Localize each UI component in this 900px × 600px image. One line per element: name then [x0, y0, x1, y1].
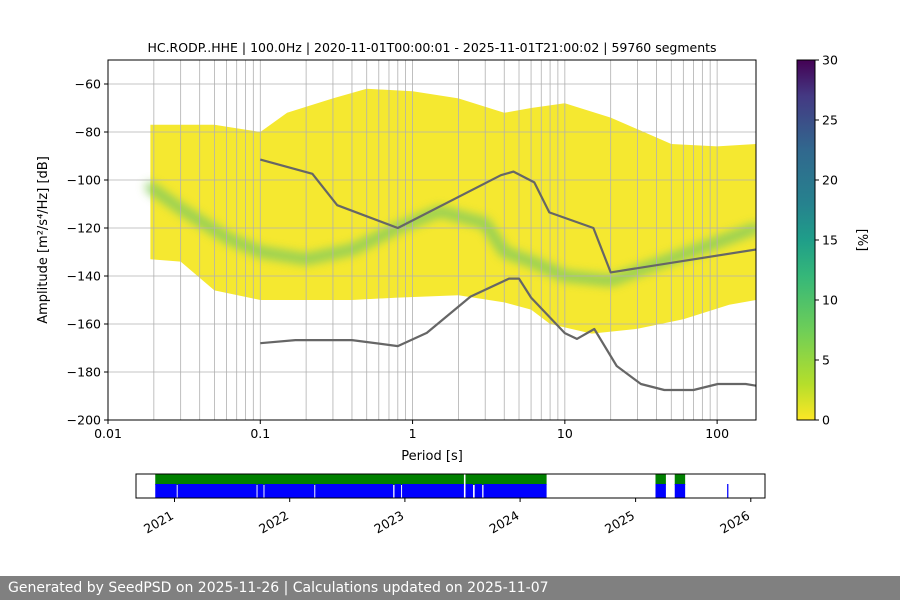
timeline-year-label: 2022: [256, 508, 291, 537]
used-segment-span: [394, 484, 402, 498]
plot-frame: [107, 59, 757, 421]
colorbar-tick-label: 0: [822, 413, 830, 428]
data-availability-timeline: 2021 2022 2023 2024 2025 2026: [135, 473, 766, 537]
x-tick-label: 100: [705, 426, 729, 441]
colorbar-tick-label: 20: [822, 173, 838, 188]
used-segment-span: [727, 484, 729, 498]
footer-credit: Generated by SeedPSD on 2025-11-26 | Cal…: [0, 576, 900, 600]
used-segment-span: [474, 484, 483, 498]
availability-span: [655, 474, 666, 485]
used-segment-span: [483, 484, 547, 498]
used-segment-span: [155, 484, 177, 498]
y-tick-label: −60: [75, 77, 101, 92]
x-tick-label: 0.01: [94, 426, 122, 441]
psd-mode-core: [149, 185, 756, 283]
timeline-year-label: 2026: [717, 508, 752, 537]
y-tick-label: −160: [67, 317, 101, 332]
colorbar: 0 5 10 15 20 25 30 [%]: [796, 53, 869, 428]
y-tick-label: −120: [67, 221, 101, 236]
used-segment-span: [655, 484, 666, 498]
y-tick-label: −100: [67, 173, 101, 188]
used-segment-span: [465, 484, 474, 498]
used-segment-span: [257, 484, 264, 498]
availability-span: [674, 474, 686, 485]
colorbar-tick-label: 15: [822, 233, 838, 248]
timeline-frame: [135, 473, 766, 499]
timeline-year-label: 2025: [602, 508, 637, 537]
y-tick-label: −200: [67, 413, 101, 428]
colorbar-tick-label: 10: [822, 293, 838, 308]
timeline-year-label: 2024: [487, 508, 522, 537]
y-tick-label: −80: [75, 125, 101, 140]
used-segment-span: [177, 484, 257, 498]
timeline-year-label: 2021: [141, 508, 176, 537]
colorbar-gradient: [796, 59, 816, 421]
model-curve-nhnm: [260, 158, 756, 274]
used-segment-span: [264, 484, 315, 498]
figure: HC.RODP..HHE | 100.0Hz | 2020-11-01T00:0…: [36, 40, 869, 537]
availability-span: [155, 474, 464, 485]
colorbar-label: [%]: [854, 229, 869, 252]
used-segment-span: [315, 484, 394, 498]
colorbar-tick-label: 30: [822, 53, 838, 68]
y-tick-label: −140: [67, 269, 101, 284]
chart-title: HC.RODP..HHE | 100.0Hz | 2020-11-01T00:0…: [147, 40, 716, 55]
used-segment-span: [402, 484, 464, 498]
y-tick-label: −180: [67, 365, 101, 380]
model-curve-nlnm: [260, 277, 756, 392]
availability-span: [465, 474, 547, 485]
x-tick-label: 10: [557, 426, 573, 441]
x-tick-label: 0.1: [250, 426, 270, 441]
used-segment-span: [674, 484, 686, 498]
x-axis-label: Period [s]: [401, 449, 463, 464]
psd-plot: 0.01 0.1 1 10 100 −60 −80 −100 −120 −140 −160 −180…: [36, 59, 757, 464]
timeline-year-label: 2023: [371, 508, 406, 537]
x-tick-label: 1: [409, 426, 417, 441]
colorbar-tick-label: 25: [822, 113, 838, 128]
colorbar-tick-label: 5: [822, 353, 830, 368]
y-axis-label: Amplitude [m²/s⁴/Hz] [dB]: [36, 156, 51, 324]
